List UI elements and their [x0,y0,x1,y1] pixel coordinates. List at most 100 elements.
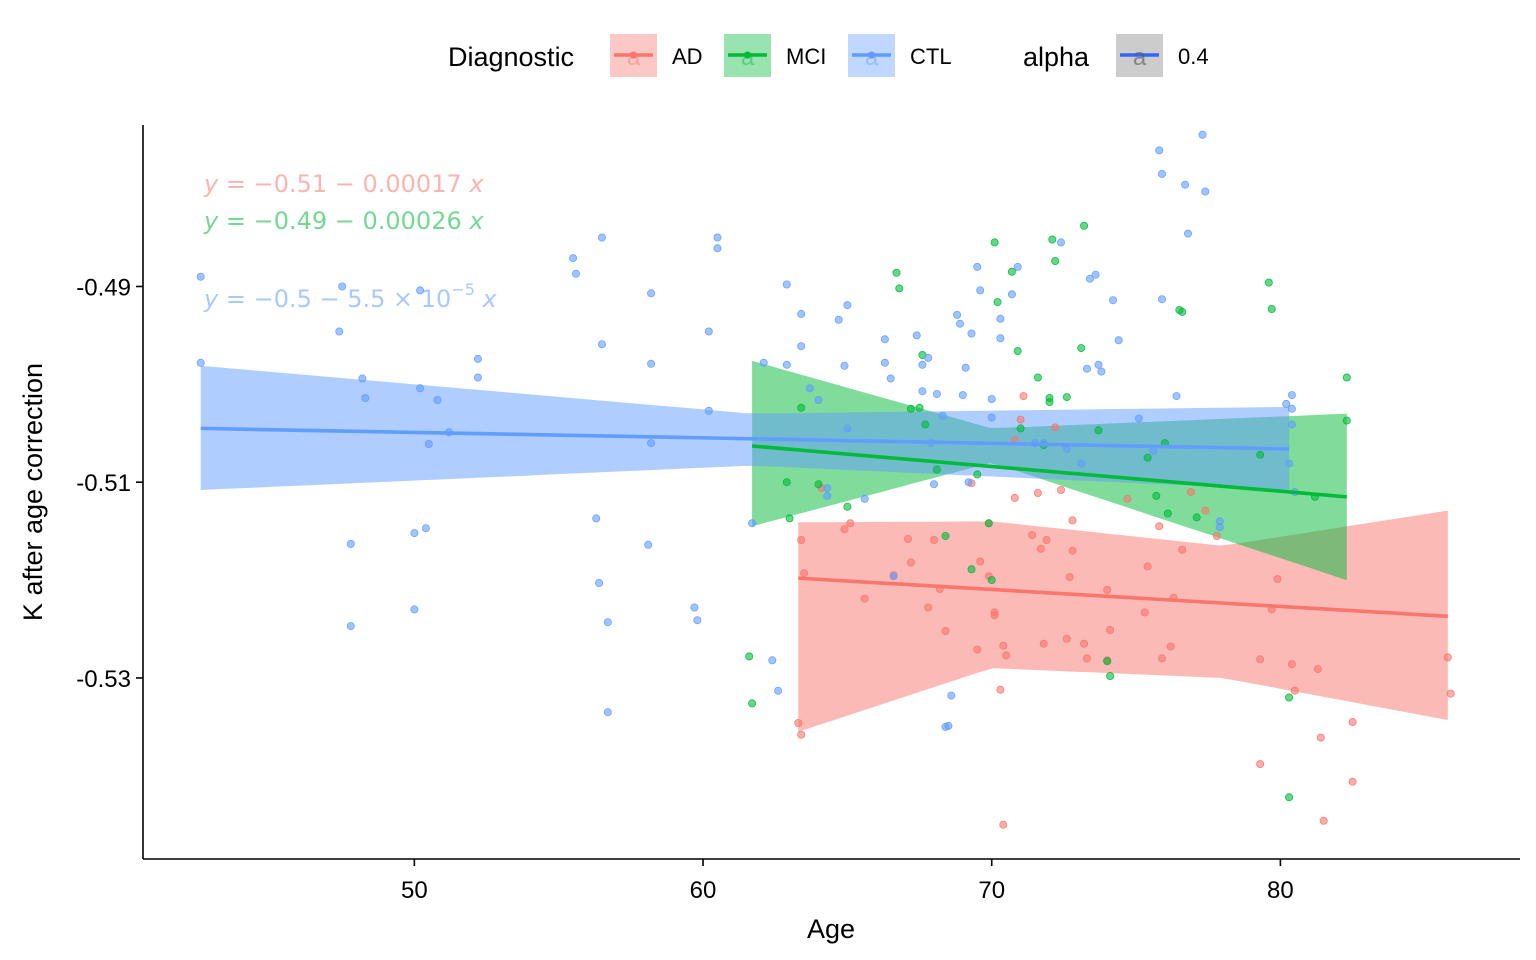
legend-item-mci: a MCI [724,34,826,77]
point-ctl [1155,146,1164,155]
point-mci [1048,235,1057,244]
point-ctl [1287,420,1296,429]
point-mci [1045,397,1054,406]
point-ctl [1097,367,1106,376]
legend-label-mci: MCI [786,44,826,69]
point-mci [1152,491,1161,500]
regression-equations: y = −0.51 − 0.00017 x y = −0.49 − 0.0002… [203,170,498,313]
x-axis-ticks: 50 60 70 80 [401,859,1294,904]
point-mci [1051,256,1060,265]
legend-key-ad-point [630,51,637,59]
point-mci [1285,693,1294,702]
x-tick-label: 70 [978,877,1005,904]
point-ad [797,536,806,545]
point-ctl [973,262,982,271]
point-mci [906,404,915,413]
point-mci [843,502,852,511]
point-ctl [953,310,962,319]
point-ctl [358,374,367,383]
point-ctl [924,353,933,362]
point-ad [1143,562,1152,571]
point-mci [1342,416,1351,425]
point-ctl [996,334,1005,343]
point-ad [1290,686,1299,695]
y-axis-ticks: -0.49 -0.51 -0.53 [76,274,143,693]
point-mci [785,514,794,523]
regression-lines [200,426,1448,619]
point-ctl [1083,364,1092,373]
point-mci [1267,304,1276,313]
point-ctl [1287,404,1296,413]
legend-title-alpha: alpha [1023,42,1090,72]
point-mci [984,519,993,528]
point-mci [1094,426,1103,435]
point-ctl [473,354,482,363]
legend-item-ctl: a CTL [848,34,952,77]
point-ad [1019,392,1028,401]
point-ctl [944,721,953,730]
point-ad [1080,639,1089,648]
confidence-band-ctl [200,365,1290,490]
point-ctl [759,358,768,367]
point-ctl [912,331,921,340]
point-ctl [956,319,965,328]
point-ctl [410,605,419,614]
point-ad [1313,665,1322,674]
point-ctl [346,539,355,548]
point-ctl [964,478,973,487]
point-ad [1446,689,1455,698]
point-ad [1178,545,1187,554]
point-ad [973,645,982,654]
point-ctl [1287,391,1296,400]
point-ad [1033,488,1042,497]
point-ctl [1057,238,1066,247]
point-ad [999,641,1008,650]
point-ctl [843,301,852,310]
point-mci [1285,793,1294,802]
point-ctl [782,280,791,289]
point-ad [1065,573,1074,582]
point-ctl [1282,399,1291,408]
point-ctl [1013,262,1022,271]
point-ctl [1094,360,1103,369]
point-mci [1192,513,1201,522]
legend-key-mci-glyph: a [741,44,755,71]
point-ad [1256,655,1265,664]
point-ad [1201,506,1210,515]
point-ad [1010,493,1019,502]
point-ctl [410,529,419,538]
point-ad [996,685,1005,694]
point-mci [1077,344,1086,353]
point-mci [1256,450,1265,459]
point-ad [1028,531,1037,540]
point-mci [1080,221,1089,230]
point-ad [1068,516,1077,525]
point-mci [987,576,996,585]
y-tick-label: -0.49 [76,274,131,301]
point-ctl [967,329,976,338]
point-mci [1264,278,1273,287]
point-ctl [1184,229,1193,238]
y-axis-title: K after age correction [18,363,48,621]
point-mci [973,470,982,479]
point-ctl [987,394,996,403]
point-ad [941,627,950,636]
point-ad [930,536,939,545]
point-ctl [603,618,612,627]
point-ad [1287,660,1296,669]
point-ctl [693,616,702,625]
point-ad [846,519,855,528]
point-ctl [938,411,947,420]
point-mci [993,298,1002,307]
point-ctl [647,439,656,448]
point-ad [924,603,933,612]
point-ctl [598,340,607,349]
point-ctl [889,572,898,581]
point-mci [967,565,976,574]
point-mci [797,403,806,412]
legend-label-ad: AD [672,44,703,69]
point-ctl [961,363,970,372]
point-ctl [880,358,889,367]
point-ctl [1109,296,1118,305]
